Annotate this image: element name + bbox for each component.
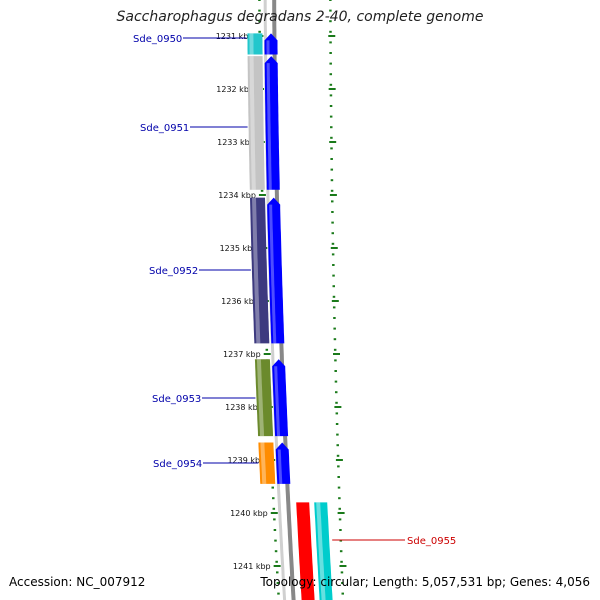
cds-forward (275, 442, 291, 484)
gene-layer (247, 0, 333, 600)
gene-label[interactable]: Sde_0954 (153, 459, 202, 470)
gene-block (247, 33, 263, 55)
cds-highlight (269, 204, 277, 344)
label-layer: Sde_0950 Sde_0951 Sde_0952 Sde_0953 Sde_0954… (133, 34, 456, 547)
cds-reverse (314, 502, 333, 600)
gene-block (254, 359, 274, 437)
cds-highlight (277, 449, 283, 484)
tick-label: 1232 kbp (216, 85, 254, 94)
gene-block-reverse (296, 502, 315, 600)
cds-highlight (266, 40, 270, 55)
cds-forward (264, 33, 278, 55)
accession-text: Accession: NC_007912 (9, 575, 146, 589)
cds-highlight (274, 366, 281, 437)
cds-forward (264, 56, 280, 190)
tick-label: 1236 kbp (221, 297, 259, 306)
gene-highlight (256, 359, 265, 437)
gene-block (258, 442, 276, 484)
gene-label[interactable]: Sde_0953 (152, 394, 201, 405)
cds-highlight (266, 63, 272, 190)
genome-summary-text: Topology: circular; Length: 5,057,531 bp… (260, 575, 590, 589)
gene-block (247, 56, 265, 190)
cds-forward (267, 197, 285, 344)
tick-label: 1237 kbp (223, 350, 261, 359)
tick-label: 1238 kbp (225, 403, 263, 412)
gene-label[interactable]: Sde_0952 (149, 266, 198, 277)
gene-gap (291, 502, 300, 600)
tick-label: 1235 kbp (220, 244, 258, 253)
gene-label[interactable]: Sde_0950 (133, 34, 182, 45)
tick-label: 1240 kbp (230, 509, 268, 518)
tick-label: 1241 kbp (233, 562, 271, 571)
tick-label: 1233 kbp (217, 138, 255, 147)
tick-label: 1239 kbp (227, 456, 265, 465)
gene-highlight (249, 33, 254, 55)
gene-highlight (260, 442, 267, 484)
map-title: Saccharophagus degradans 2-40, complete … (116, 9, 484, 25)
cds-forward (272, 359, 289, 437)
tick-label: 1231 kbp (216, 32, 254, 41)
gene-label[interactable]: Sde_0955 (407, 536, 456, 547)
gene-label[interactable]: Sde_0951 (140, 123, 189, 134)
tick-label: 1234 kbp (218, 191, 256, 200)
gene-highlight (252, 197, 261, 344)
gene-highlight (249, 56, 256, 190)
cds-highlight (316, 502, 326, 600)
gene-block (250, 197, 270, 344)
